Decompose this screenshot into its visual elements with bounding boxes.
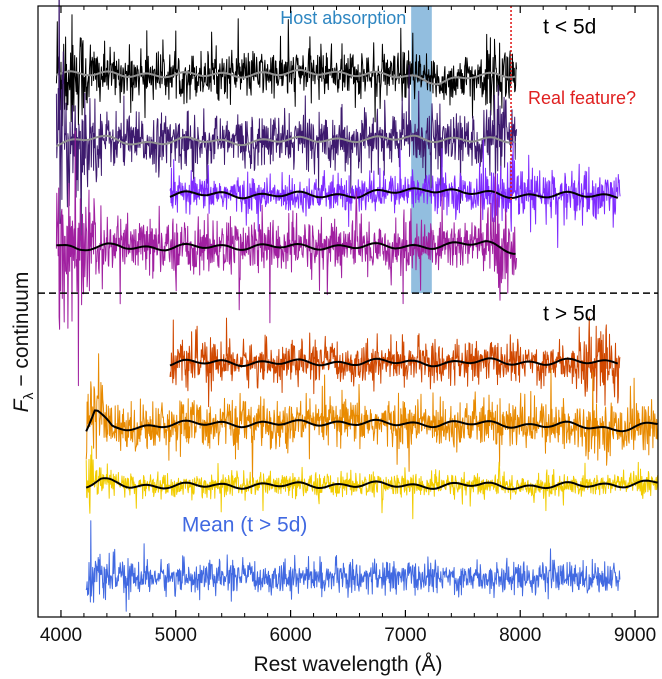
plot-area: Host absorption Real feature? t < 5d t > 5d… <box>38 0 659 612</box>
spectrum-7 <box>85 445 659 520</box>
axes: 4000 5000 6000 7000 8000 9000 <box>37 5 659 646</box>
x-tick-label: 7000 <box>384 625 426 646</box>
x-tick-label: 8000 <box>499 625 541 646</box>
spectrum-1 <box>55 14 517 127</box>
group-label-2: t > 5d <box>543 303 596 326</box>
mean-label: Mean (t > 5d) <box>182 513 307 536</box>
host-absorption-label: Host absorption <box>280 8 406 28</box>
x-axis-label: Rest wavelength (Å) <box>253 653 442 676</box>
plot-frame <box>37 5 659 618</box>
spectrum-6 <box>85 353 659 483</box>
smoothed-spectrum-7 <box>85 477 658 491</box>
spectrum-3 <box>169 139 621 248</box>
spectrum-5 <box>169 316 621 408</box>
real-feature-label: Real feature? <box>528 88 636 108</box>
x-tick-label: 5000 <box>155 625 197 646</box>
y-axis-label-main: F <box>10 398 33 412</box>
smoothed-spectrum-1 <box>56 68 516 86</box>
smoothed-spectrum-6 <box>85 409 658 433</box>
smoothed-spectrum-2 <box>55 134 516 148</box>
smoothed-spectrum-3 <box>169 187 619 200</box>
x-tick-label: 6000 <box>269 625 311 646</box>
x-tick-label: 9000 <box>614 625 656 646</box>
smoothed-spectrum-5 <box>169 357 619 368</box>
spectrum-2 <box>55 0 517 248</box>
spectrum-4 <box>55 130 517 387</box>
group-label-1: t < 5d <box>543 15 596 38</box>
x-tick-label: 4000 <box>40 625 82 646</box>
y-axis-label-sub: λ <box>20 393 36 400</box>
y-axis-label: Fλ − continuum <box>10 272 36 413</box>
y-axis-label-rest: − continuum <box>10 272 33 393</box>
spectrum-8 <box>85 520 621 612</box>
smoothed-spectrum-4 <box>56 240 516 255</box>
